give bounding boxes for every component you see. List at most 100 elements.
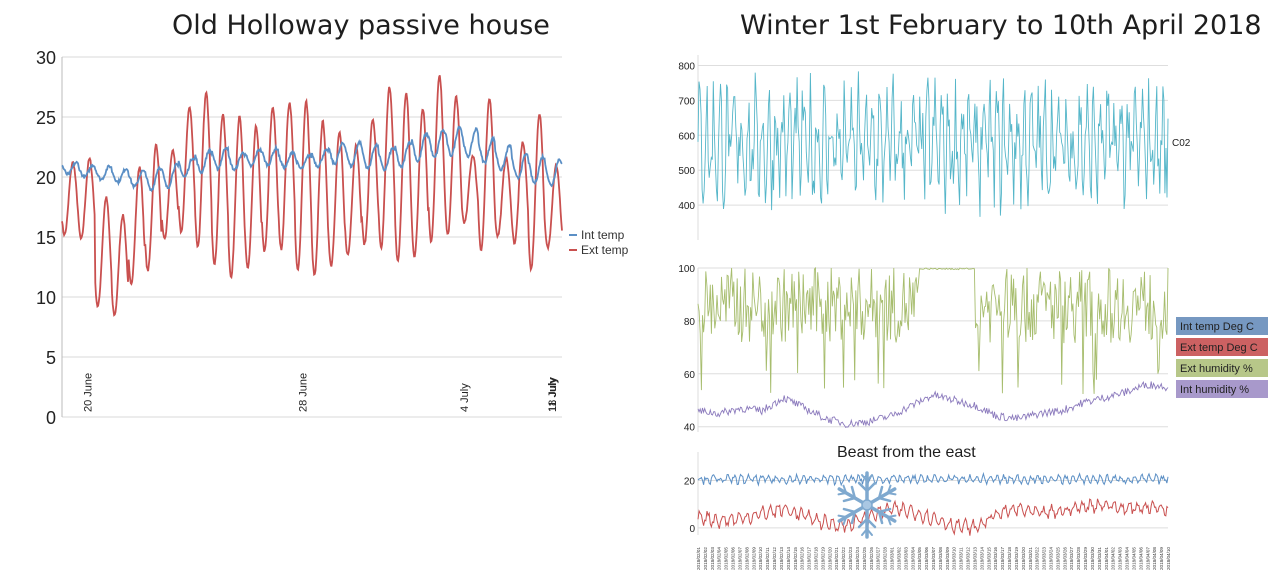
snowflake-icon: [837, 471, 897, 539]
y-tick-label: 20: [36, 168, 56, 188]
x-tick-label: 2018/03/10: [952, 547, 957, 570]
x-tick-label: 20 June: [83, 373, 95, 412]
snowflake-stroke: [850, 510, 857, 525]
x-tick-label: 2018/02/05: [724, 547, 729, 570]
snowflake-stroke: [877, 485, 884, 500]
x-tick-label: 2018/04/09: [1159, 547, 1164, 570]
x-tick-label: 2018/02/12: [772, 547, 777, 570]
y-tick-label: 800: [678, 61, 695, 72]
x-tick-label: 2018/03/03: [903, 547, 908, 570]
snowflake-stroke: [886, 516, 892, 526]
y-tick-label: 60: [684, 370, 696, 381]
x-tick-label: 2018/03/29: [1083, 547, 1088, 570]
x-tick-label: 2018/02/04: [717, 547, 722, 570]
snowflake-stroke: [842, 484, 848, 494]
x-tick-label: 2018/03/27: [1069, 547, 1074, 570]
x-tick-label: 2018/03/11: [959, 547, 964, 570]
x-tick-label: 2018/02/18: [814, 547, 819, 570]
y-tick-label: 25: [36, 108, 56, 128]
snowflake-stroke: [837, 514, 848, 518]
x-tick-label: 2018/03/09: [945, 547, 950, 570]
ext-temp-line: [61, 74, 563, 317]
y-tick-label: 40: [684, 423, 696, 434]
y-tick-label: 15: [36, 228, 56, 248]
int-temp-line: [697, 471, 1169, 487]
x-tick-label: 2018/02/07: [737, 547, 742, 570]
y-tick-label: 5: [46, 348, 56, 368]
x-tick-label: 2018/02/23: [848, 547, 853, 570]
x-tick-label: 2018/04/03: [1118, 547, 1123, 570]
snowflake-stroke: [842, 507, 857, 514]
x-tick-label: 2018/04/06: [1138, 547, 1143, 570]
x-tick-label: 2018/03/18: [1007, 547, 1012, 570]
x-tick-label: 2018/02/20: [827, 547, 832, 570]
x-tick-label: 2018/03/24: [1049, 547, 1054, 570]
snowflake-stroke: [857, 481, 869, 493]
x-tick-label: 2018/03/14: [979, 547, 984, 570]
x-tick-label: 2018/03/31: [1097, 547, 1102, 570]
x-tick-label: 2018/02/09: [751, 547, 756, 570]
snowflake-stroke: [865, 481, 877, 493]
x-tick-label: 2018/03/07: [931, 547, 936, 570]
snowflake-stroke: [877, 507, 892, 514]
x-tick-label: 2018/02/21: [834, 547, 839, 570]
x-tick-label: 2018/02/13: [779, 547, 784, 570]
legend-swatch: [1176, 359, 1268, 377]
winter-chart-svg: 400 500 600 700 800 C02 40 60 80 100 0 20 Beast from…: [678, 55, 1268, 570]
annotation-label: Beast from the east: [837, 444, 976, 461]
snowflake-stroke: [877, 510, 884, 525]
legend-label: Int temp Deg C: [1180, 321, 1254, 333]
x-tick-label: 2018/03/01: [890, 547, 895, 570]
legend-swatch: [1176, 317, 1268, 335]
x-tick-label: 2018/03/08: [938, 547, 943, 570]
y-tick-label: 400: [678, 201, 695, 212]
x-tick-label: 2018/02/25: [862, 547, 867, 570]
x-tick-label: 2018/04/07: [1145, 547, 1150, 570]
series-label: C02: [1172, 138, 1191, 149]
x-tick-label: 2018/03/19: [1014, 547, 1019, 570]
ext-temp-line: [697, 498, 1169, 536]
x-tick-label: 2018/02/03: [710, 547, 715, 570]
x-tick-label: 2018/03/28: [1076, 547, 1081, 570]
snowflake-stroke: [861, 474, 868, 482]
snowflake-stroke: [865, 517, 877, 529]
x-tick-label: 2018/02/11: [765, 547, 770, 570]
snowflake-stroke: [842, 496, 857, 503]
x-tick-label: 2018/02/16: [800, 547, 805, 570]
snowflake-stroke: [866, 528, 873, 536]
x-tick-label: 2018/03/13: [972, 547, 977, 570]
co2-line: [697, 71, 1169, 217]
x-tick-label: 2018/03/25: [1055, 547, 1060, 570]
x-tick-label: 2018/04/02: [1111, 547, 1116, 570]
legend-label: Ext humidity %: [1180, 363, 1253, 375]
x-tick-label: 2018/02/10: [758, 547, 763, 570]
x-tick-label: 2018/03/22: [1035, 547, 1040, 570]
ext-humidity-line: [697, 266, 1169, 395]
y-tick-label: 20: [684, 476, 696, 487]
x-tick-label: 2018/03/21: [1028, 547, 1033, 570]
y-tick-label: 10: [36, 288, 56, 308]
snowflake-stroke: [861, 528, 868, 536]
chart-title: Winter 1st February to 10th April 2018: [740, 10, 1262, 41]
snowflake-stroke: [866, 474, 873, 482]
x-tick-label: 2018/02/08: [744, 547, 749, 570]
x-tick-label: 2018/03/20: [1021, 547, 1026, 570]
x-tick-label: 2018/02/24: [855, 547, 860, 570]
x-tick-label: 2018/03/02: [896, 547, 901, 570]
y-tick-label: 700: [678, 96, 695, 107]
x-tick-label: 2018/02/22: [841, 547, 846, 570]
x-tick-label: 28 June: [298, 373, 310, 412]
x-tick-label: 18 July: [547, 377, 559, 412]
legend-label: Ext temp: [581, 243, 629, 257]
y-tick-label: 0: [46, 408, 56, 428]
x-tick-label: 11 July: [547, 377, 559, 412]
legend-swatch: [1176, 380, 1268, 398]
x-tick-label: 2018/03/04: [910, 547, 915, 570]
snowflake-center: [861, 499, 873, 511]
x-tick-label: 2018/03/16: [993, 547, 998, 570]
snowflake-stroke: [857, 517, 869, 529]
y-tick-label: 100: [678, 264, 695, 275]
x-tick-label: 2018/03/05: [917, 547, 922, 570]
x-tick-label: 2018/02/28: [883, 547, 888, 570]
x-tick-label: 2018/02/15: [793, 547, 798, 570]
